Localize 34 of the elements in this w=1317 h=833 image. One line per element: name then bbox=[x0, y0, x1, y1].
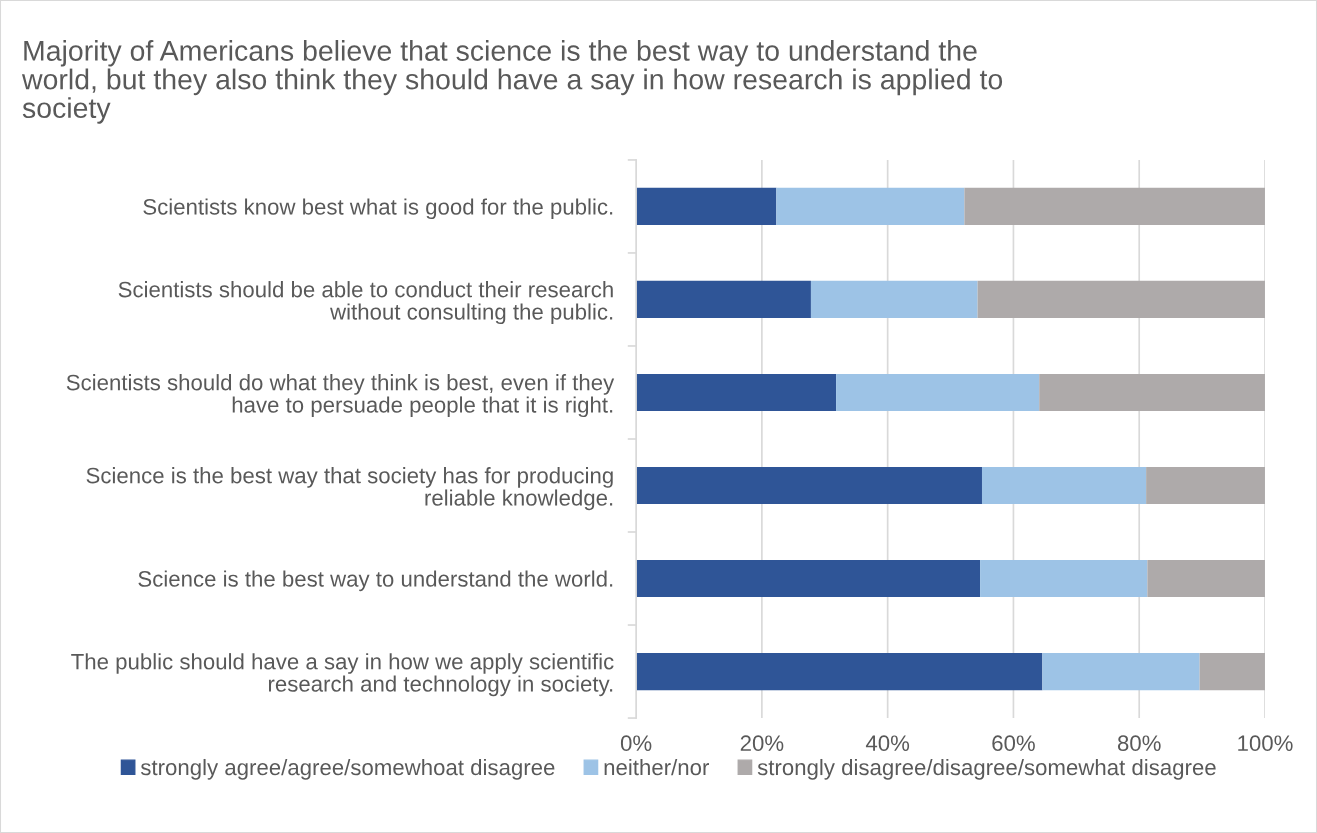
bar bbox=[636, 280, 811, 319]
bar bbox=[1042, 652, 1200, 691]
bar bbox=[636, 466, 982, 505]
bar bbox=[1039, 373, 1265, 412]
x-tick-label: 80% bbox=[1117, 735, 1161, 752]
legend-label: strongly agree/agree/somewhoat disagree bbox=[140, 758, 555, 780]
x-tick-label: 0% bbox=[620, 735, 652, 752]
bar bbox=[1146, 466, 1265, 505]
bar bbox=[636, 559, 981, 598]
legend-label: neither/nor bbox=[604, 758, 710, 776]
x-tick-label: 60% bbox=[992, 735, 1035, 752]
legend-label: strongly disagree/disagree/somewhat disagree bbox=[757, 758, 1216, 780]
x-tick-label: 40% bbox=[865, 735, 910, 752]
bar bbox=[636, 652, 1043, 691]
chart-title: Majority of Americans believe that science is the best way to understand the world, but they also think they should have a say in how research is applied to society bbox=[21, 39, 1003, 124]
bar bbox=[1199, 652, 1265, 691]
bar bbox=[636, 373, 837, 412]
bar bbox=[977, 280, 1265, 319]
y-tick-label: Science is the best way that society has for producing reliable knowledge. bbox=[86, 467, 613, 511]
bar bbox=[836, 373, 1040, 412]
y-tick-label: Scientists should be able to conduct their research without consulting the public. bbox=[118, 281, 613, 325]
y-tick-label: Scientists know best what is good for the public. bbox=[143, 198, 613, 220]
bar bbox=[1147, 559, 1265, 598]
bar bbox=[981, 466, 1147, 505]
bar bbox=[964, 187, 1265, 226]
bar bbox=[776, 187, 965, 226]
x-tick-label: 20% bbox=[740, 735, 784, 752]
x-tick-label: 100% bbox=[1238, 735, 1293, 752]
bar bbox=[980, 559, 1148, 598]
y-tick-label: Scientists should do what they think is best, even if they have to persuade people that it is right. bbox=[66, 374, 615, 418]
bar bbox=[636, 187, 777, 226]
bar bbox=[810, 280, 978, 319]
y-tick-label: The public should have a say in how we apply scientific research and technology in society. bbox=[71, 653, 614, 697]
y-tick-label: Science is the best way to understand the world. bbox=[138, 570, 613, 592]
